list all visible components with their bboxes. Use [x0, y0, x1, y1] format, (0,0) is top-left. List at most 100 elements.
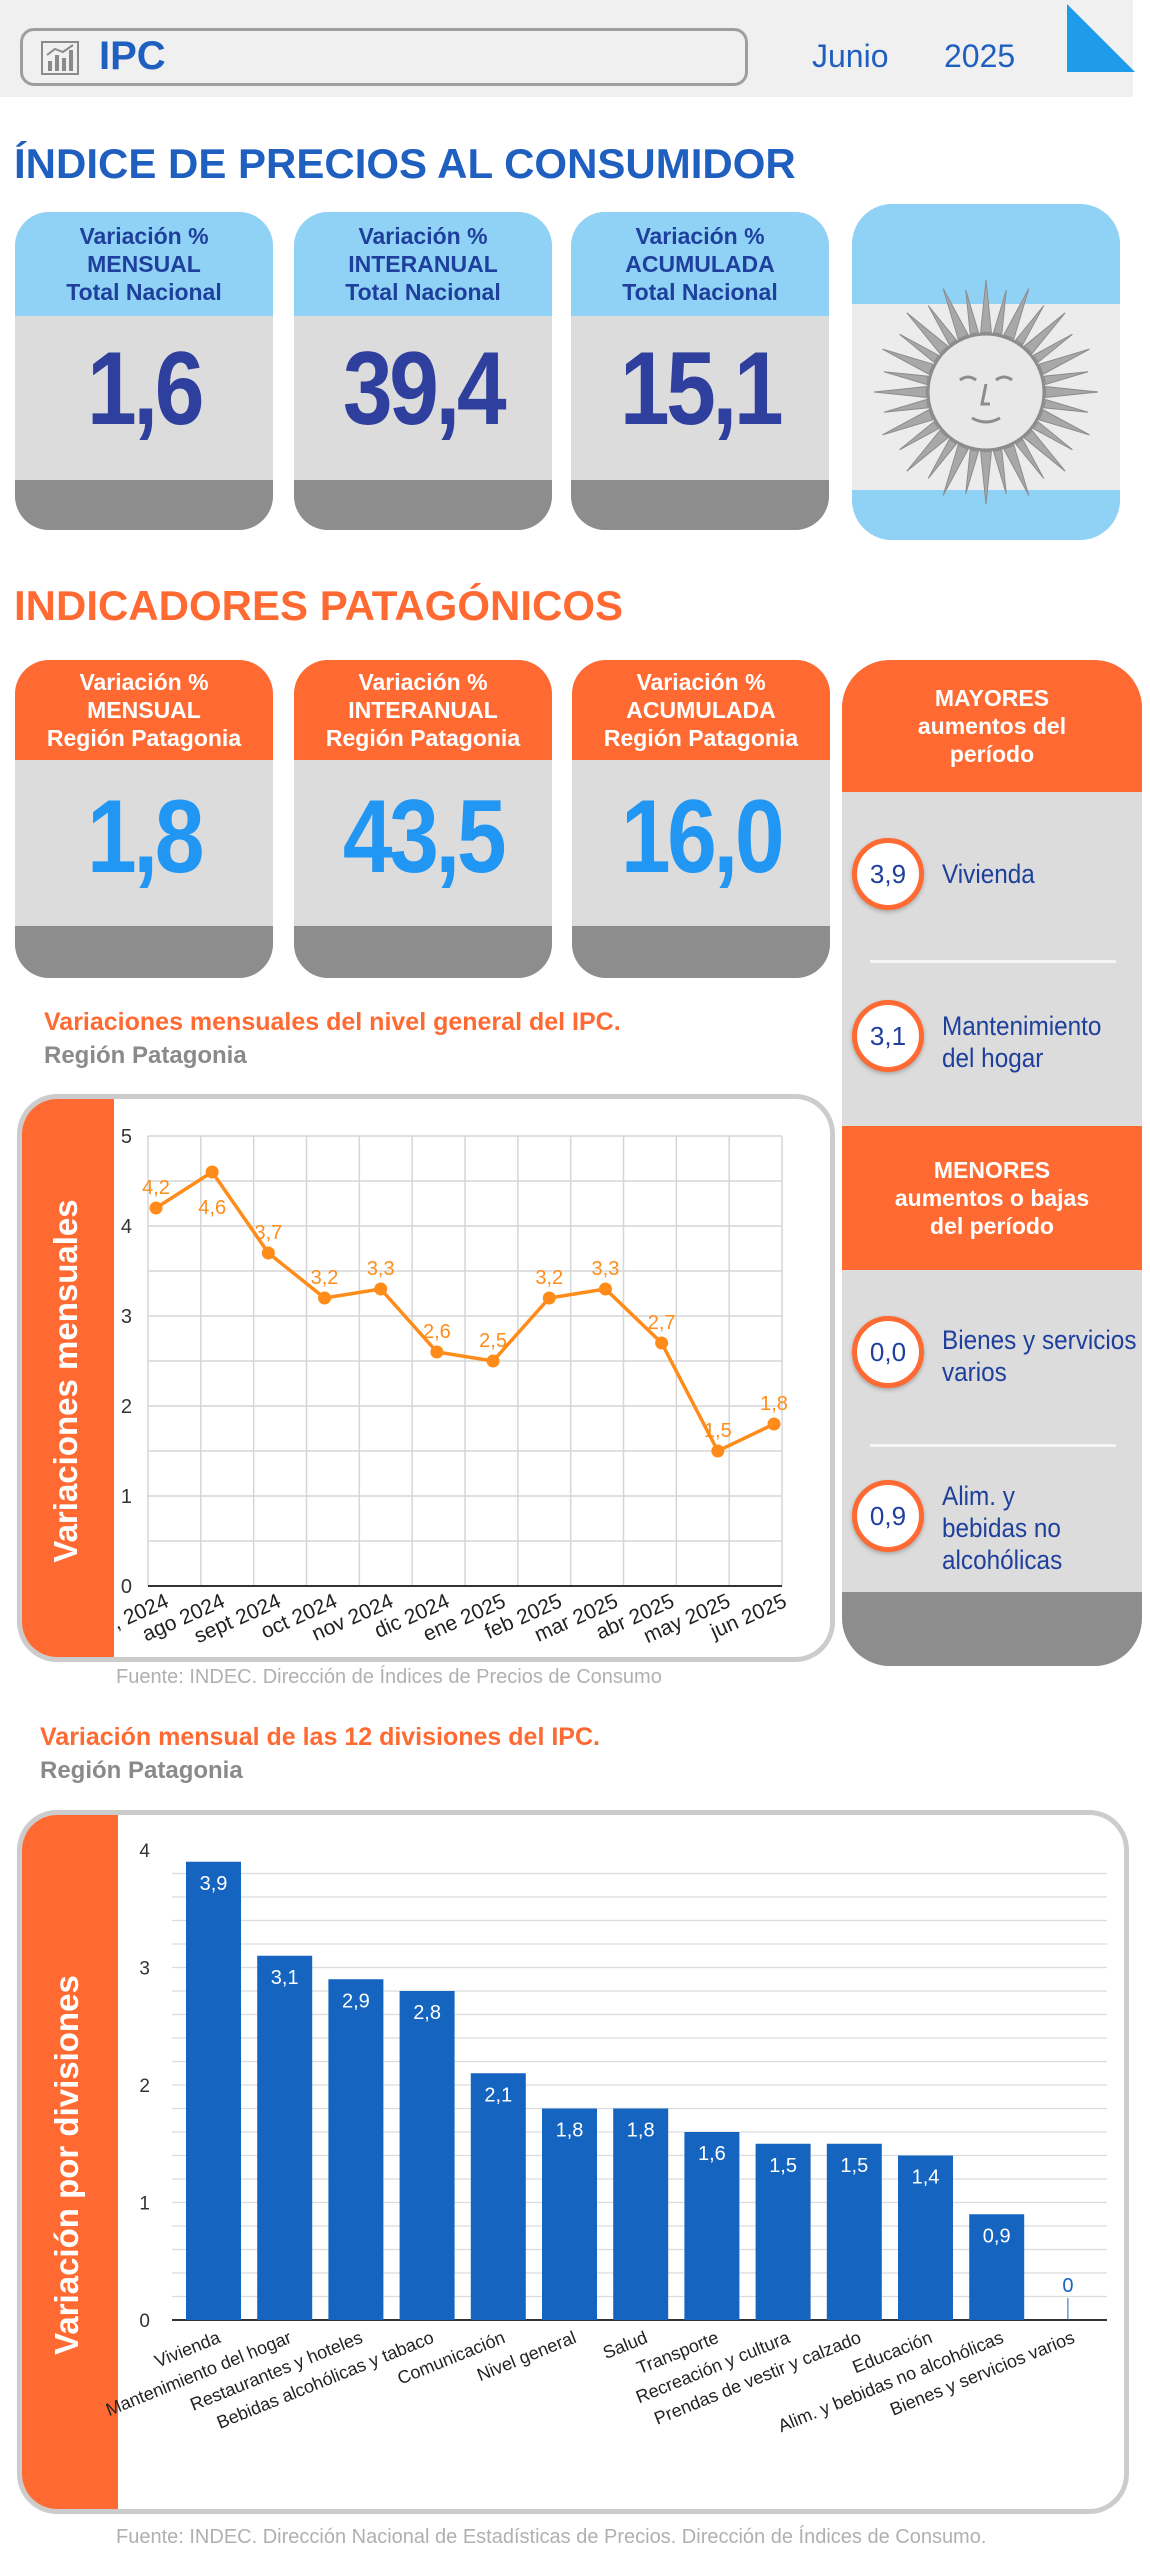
data-label: 3,7: [254, 1222, 282, 1244]
data-point: [261, 1246, 275, 1260]
sun-ray: [899, 421, 940, 451]
item-label-line: Alim. y: [942, 1481, 1015, 1511]
highest-item-label: Mantenimiento del hogar: [942, 1010, 1101, 1074]
kpi-value: 16,0: [620, 779, 785, 895]
kpi-card-patagonia-accum: Variación % ACUMULADA Región Patagonia 16,…: [572, 660, 830, 978]
item-label-line: Bienes y servicios: [942, 1325, 1137, 1355]
sun-nose: [980, 383, 990, 406]
panel-footer: [842, 1592, 1142, 1666]
data-label: 3,9: [200, 1873, 228, 1895]
kpi-caption-line: Total Nacional: [622, 279, 778, 305]
national-section-title: ÍNDICE DE PRECIOS AL CONSUMIDOR: [14, 140, 796, 187]
sun-ray: [1043, 398, 1089, 413]
sun-ray: [906, 429, 949, 472]
sun-ray: [883, 371, 929, 386]
chart-icon: [41, 41, 79, 75]
sun-ray: [882, 409, 934, 436]
data-label: 2,6: [423, 1321, 451, 1343]
kpi-caption-line: Variación %: [358, 669, 488, 695]
kpi-caption-line: INTERANUAL: [348, 697, 498, 723]
kpi-caption-line: MENSUAL: [87, 251, 201, 277]
item-label-line: alcohólicas: [942, 1545, 1063, 1575]
kpi-card-footer: [571, 480, 829, 530]
kpi-caption-line: ACUMULADA: [626, 697, 776, 723]
bar: [257, 1955, 313, 2320]
kpi-caption: Variación % INTERANUAL Región Patagonia: [294, 660, 552, 760]
sun-ray: [1038, 348, 1090, 375]
bar: [542, 2108, 597, 2320]
kpi-caption-line: Variación %: [79, 223, 209, 249]
panel-header-line: período: [949, 741, 1035, 767]
bar-chart-side-band: [22, 1815, 118, 2509]
data-label: 2,7: [648, 1312, 676, 1334]
data-label: 3,3: [592, 1258, 620, 1280]
kpi-caption-line: Región Patagonia: [603, 725, 799, 751]
period-month: Junio: [812, 38, 889, 74]
panel-header-line: del período: [930, 1213, 1054, 1239]
bar-chart-source: Fuente: INDEC. Dirección Nacional de Est…: [116, 2526, 987, 2548]
lowest-item-label: Bienes y servicios varios: [942, 1324, 1136, 1388]
data-label: 3,2: [311, 1267, 339, 1289]
sun-ray: [965, 449, 980, 495]
y-tick-label: 1: [139, 2194, 150, 2215]
kpi-caption-line: INTERANUAL: [348, 251, 498, 277]
bar: [328, 1979, 384, 2320]
sun-ray: [1023, 312, 1066, 355]
y-tick-label: 4: [139, 1841, 150, 1862]
sun-ray: [980, 451, 992, 505]
sun-ray: [1043, 371, 1089, 386]
data-label: 4,6: [198, 1197, 226, 1219]
kpi-caption-line: Total Nacional: [66, 279, 222, 305]
y-tick-label: 2: [121, 1396, 132, 1418]
data-label: 2,9: [342, 1990, 370, 2012]
highest-item: 3,1 Mantenimiento del hogar: [842, 1000, 1142, 1080]
panel-header-line: aumentos o bajas: [894, 1185, 1090, 1211]
bar: [684, 2132, 740, 2320]
highest-increases-header: MAYORES aumentos del período: [842, 660, 1142, 792]
line-chart-title: Variaciones mensuales del nivel general …: [44, 1008, 621, 1036]
data-point: [318, 1291, 332, 1305]
kpi-caption-line: Región Patagonia: [325, 725, 521, 751]
patagonia-section-title: INDICADORES PATAGÓNICOS: [14, 582, 624, 629]
sun-eyes: [959, 375, 1013, 382]
bar: [399, 1991, 455, 2320]
data-label: 1,5: [704, 1420, 732, 1442]
sun-ray: [927, 438, 957, 479]
y-tick-label: 3: [139, 1959, 150, 1980]
sun-ray: [1023, 429, 1066, 472]
data-label: 2,1: [484, 2084, 512, 2106]
sun-ray: [942, 444, 969, 496]
sun-ray: [942, 288, 969, 340]
data-point: [767, 1417, 781, 1431]
kpi-caption: Variación % INTERANUAL Total Nacional: [294, 212, 552, 316]
bar: [969, 2214, 1025, 2320]
sun-ray: [899, 333, 940, 363]
y-tick-label: 0: [139, 2311, 150, 2332]
series-line: [155, 1169, 775, 1454]
corner-triangle-icon: [1067, 4, 1135, 72]
sun-ray: [1003, 444, 1030, 496]
divider: [870, 960, 1116, 963]
data-point: [205, 1165, 219, 1179]
y-tick-label: 0: [121, 1576, 132, 1598]
line-chart-subtitle: Región Patagonia: [44, 1042, 247, 1069]
data-label: 1,8: [556, 2120, 584, 2142]
highest-item-label: Vivienda: [942, 858, 1035, 890]
value-circle: 0,9: [852, 1480, 924, 1552]
panel-header-line: MENORES: [933, 1157, 1051, 1183]
sun-mouth: [971, 416, 1001, 424]
y-tick-label: 4: [121, 1216, 132, 1238]
kpi-value: 39,4: [342, 331, 507, 447]
data-label: 4,2: [142, 1177, 170, 1199]
data-label: 3,3: [367, 1258, 395, 1280]
kpi-card-patagonia-monthly: Variación % MENSUAL Región Patagonia 1,8: [15, 660, 273, 978]
data-point: [598, 1282, 612, 1296]
kpi-card-footer: [294, 480, 552, 530]
data-label: 1,8: [760, 1393, 788, 1415]
panel-header-line: MAYORES: [934, 685, 1050, 711]
kpi-caption-line: Variación %: [358, 223, 488, 249]
kpi-card-national-yoy: Variación % INTERANUAL Total Nacional 39,4: [294, 212, 552, 530]
lowest-item: 0,0 Bienes y servicios varios: [842, 1316, 1142, 1396]
sun-ray: [882, 348, 934, 375]
bar: [186, 1861, 241, 2320]
